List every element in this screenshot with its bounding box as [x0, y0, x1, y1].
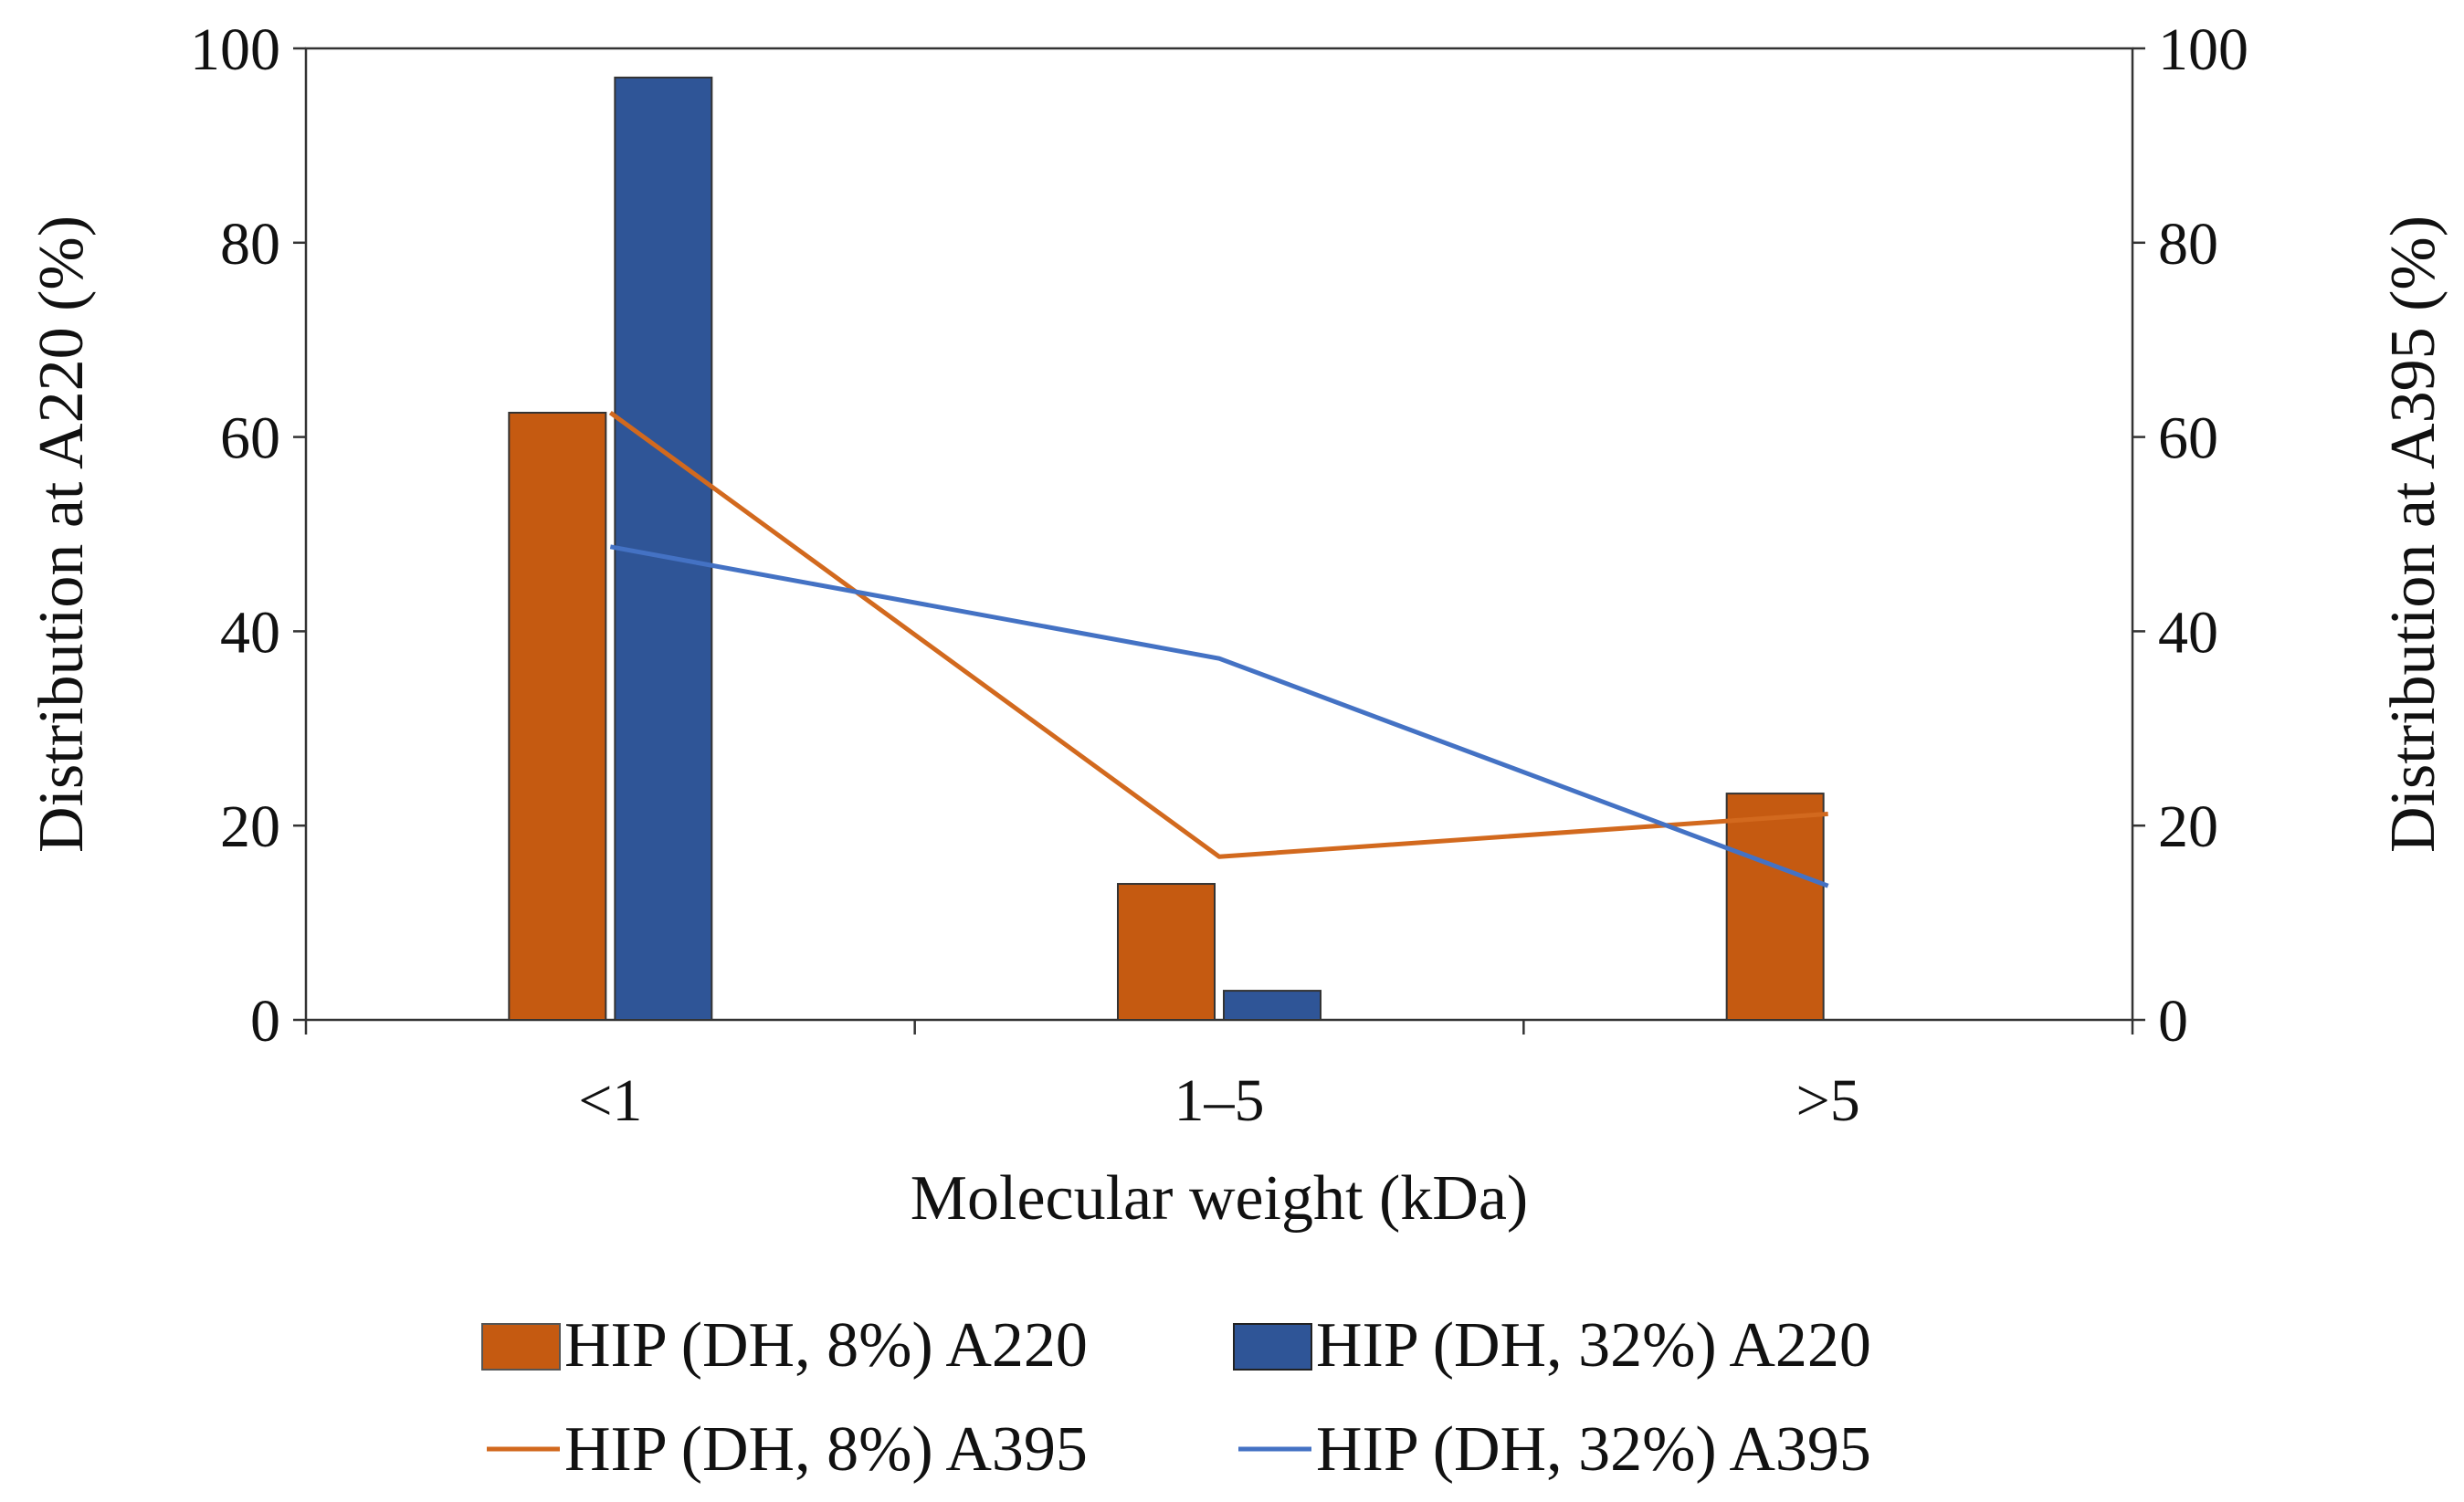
line-series-1	[609, 544, 1829, 888]
legend-swatch-hip-32-a220	[1233, 1323, 1312, 1371]
left-tick-label: 80	[220, 211, 280, 278]
bar-series-1-cat-1	[1223, 990, 1322, 1021]
x-tick-label: <1	[578, 1067, 642, 1134]
bars-layer	[508, 76, 1825, 1022]
bar-series-0-cat-0	[508, 412, 607, 1021]
left-tick-label: 20	[220, 793, 280, 860]
left-tick-label: 100	[190, 16, 280, 83]
x-tick-label: >5	[1796, 1067, 1860, 1134]
right-tick-label: 100	[2158, 16, 2248, 83]
right-y-axis-title: Distribution at A395 (%)	[2378, 215, 2448, 853]
right-tick-label: 80	[2158, 211, 2218, 278]
right-tick-label: 60	[2158, 405, 2218, 472]
legend-label-hip-32-a220: HIP (DH, 32%) A220	[1316, 1310, 1871, 1381]
legend-label-hip-8-a395: HIP (DH, 8%) A395	[564, 1414, 1088, 1485]
left-tick-label: 60	[220, 405, 280, 472]
bar-series-0-cat-2	[1725, 793, 1825, 1022]
right-tick-label: 20	[2158, 793, 2218, 860]
legend-label-hip-8-a220: HIP (DH, 8%) A220	[564, 1310, 1088, 1381]
lines-layer	[608, 410, 1829, 888]
left-tick-label: 0	[250, 988, 280, 1055]
bar-series-0-cat-1	[1117, 883, 1216, 1021]
legend-label-hip-32-a395: HIP (DH, 32%) A395	[1316, 1414, 1871, 1485]
x-tick-label: 1–5	[1174, 1067, 1265, 1134]
right-tick-label: 0	[2158, 988, 2188, 1055]
line-series-0	[608, 410, 1828, 859]
legend: HIP (DH, 8%) A220 HIP (DH, 32%) A220 HIP…	[481, 1310, 1871, 1485]
legend-swatch-hip-8-a220	[481, 1323, 561, 1371]
plot-frame	[304, 47, 2134, 1022]
left-y-axis-title: Distribution at A220 (%)	[26, 215, 97, 853]
x-axis: <1 1–5 >5	[304, 1020, 2134, 1134]
left-y-axis: 0 20 40 60 80 100	[190, 16, 306, 1055]
right-tick-label: 40	[2158, 599, 2218, 666]
right-y-axis: 0 20 40 60 80 100	[2132, 16, 2248, 1055]
x-axis-title: Molecular weight (kDa)	[911, 1163, 1528, 1234]
plot-area-border	[304, 47, 2134, 1022]
left-tick-label: 40	[220, 599, 280, 666]
